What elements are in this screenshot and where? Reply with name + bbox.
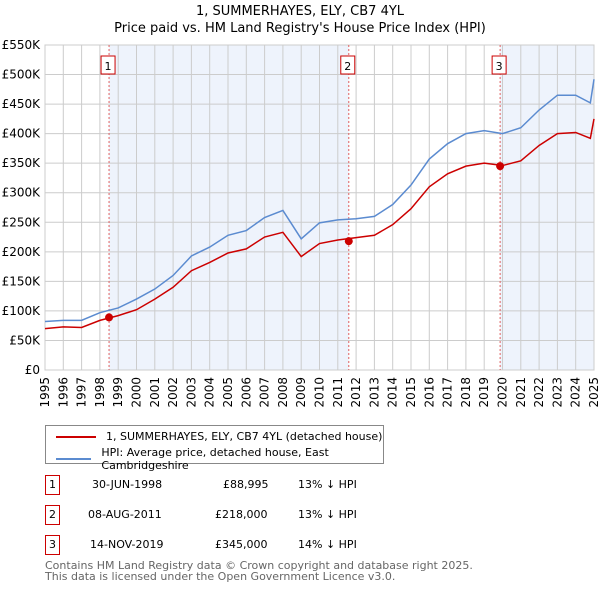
- sale-date: 08-AUG-2011: [88, 508, 162, 521]
- y-tick-label: £300K: [2, 186, 42, 200]
- x-tick-label: 2009: [294, 377, 308, 408]
- x-tick-label: 2011: [331, 377, 345, 408]
- x-tick-label: 2014: [386, 377, 400, 408]
- hpi-line: [44, 79, 595, 323]
- x-tick-label: 2021: [514, 377, 528, 408]
- shaded-period: [109, 45, 349, 370]
- y-tick-label: £550K: [2, 38, 42, 52]
- y-tick-label: £400K: [2, 127, 42, 141]
- sale-label-box: [340, 55, 356, 75]
- sale-point: [344, 237, 353, 246]
- sale-row-2: 2 08-AUG-2011 £218,000 13% ↓ HPI: [45, 505, 445, 525]
- x-tick-label: 1999: [111, 377, 125, 408]
- x-tick-label: 1995: [38, 377, 52, 408]
- plot-area: £0 £50K £100K £150K £200K £250K £300K £350K £400…: [2, 38, 600, 408]
- sale-marker-box: 2: [45, 505, 60, 525]
- x-tick-label: 2019: [477, 377, 491, 408]
- sale-marker-box: 3: [45, 535, 60, 555]
- legend-swatch-hpi: [56, 458, 92, 460]
- x-tick-label: 2006: [239, 377, 253, 408]
- property-price-line: [44, 118, 595, 330]
- x-tick-label: 2015: [404, 377, 418, 408]
- x-tick-label: 2005: [221, 377, 235, 408]
- x-tick-label: 2003: [184, 377, 198, 408]
- x-tick-label: 2025: [587, 377, 600, 408]
- sale-price: £218,000: [215, 508, 268, 521]
- y-tick-label: £0: [25, 363, 40, 377]
- sale-price: £88,995: [223, 478, 269, 491]
- chart-subtitle: Price paid vs. HM Land Registry's House …: [114, 21, 486, 36]
- footer-line: Contains HM Land Registry data © Crown c…: [45, 559, 473, 572]
- footer-line: This data is licensed under the Open Gov…: [45, 570, 396, 583]
- x-tick-label: 2024: [569, 377, 583, 408]
- x-tick-label: 1996: [56, 377, 70, 408]
- legend: 1, SUMMERHAYES, ELY, CB7 4YL (detached h…: [45, 425, 384, 472]
- y-tick-label: £150K: [2, 274, 42, 288]
- x-tick-label: 2002: [166, 377, 180, 408]
- x-tick-label: 2008: [276, 377, 290, 408]
- x-tick-label: 2020: [496, 377, 510, 408]
- chart-title: 1, SUMMERHAYES, ELY, CB7 4YL: [195, 4, 405, 19]
- footer: Contains HM Land Registry data © Crown c…: [45, 560, 473, 582]
- x-tick-label: 2016: [422, 377, 436, 408]
- x-tick-label: 2022: [532, 377, 546, 408]
- x-tick-label: 2013: [367, 377, 381, 408]
- y-tick-label: £200K: [2, 245, 42, 259]
- x-tick-label: 1997: [75, 377, 89, 408]
- x-tick-label: 2007: [258, 377, 272, 408]
- sale-label-box: [100, 55, 116, 75]
- x-tick-label: 2023: [550, 377, 564, 408]
- sale-hpi-diff: 13% ↓ HPI: [298, 478, 357, 491]
- sale-row-3: 3 14-NOV-2019 £345,000 14% ↓ HPI: [45, 535, 445, 555]
- x-tick-label: 2017: [441, 377, 455, 408]
- sale-hpi-diff: 14% ↓ HPI: [298, 538, 357, 551]
- x-tick-label: 1998: [93, 377, 107, 408]
- x-tick-label: 2018: [459, 377, 473, 408]
- sale-label: 1: [105, 60, 112, 73]
- x-tick-label: 2010: [313, 377, 327, 408]
- sale-price: £345,000: [215, 538, 268, 551]
- sale-point: [496, 162, 505, 171]
- x-tick-label: 2012: [349, 377, 363, 408]
- y-tick-label: £350K: [2, 156, 42, 170]
- sale-row-1: 1 30-JUN-1998 £88,995 13% ↓ HPI: [45, 475, 445, 495]
- x-tick-label: 2004: [203, 377, 217, 408]
- sale-hpi-diff: 13% ↓ HPI: [298, 508, 357, 521]
- sale-date: 30-JUN-1998: [92, 478, 163, 491]
- legend-label-hpi: HPI: Average price, detached house, East…: [101, 446, 329, 472]
- plot-border: [44, 44, 595, 371]
- sale-label: 2: [344, 60, 351, 73]
- sale-marker-box: 1: [45, 475, 60, 495]
- x-tick-label: 2000: [130, 377, 144, 408]
- sale-date: 14-NOV-2019: [90, 538, 164, 551]
- x-tick-label: 2001: [148, 377, 162, 408]
- legend-label-property: 1, SUMMERHAYES, ELY, CB7 4YL (detached h…: [106, 430, 383, 443]
- sale-label: 3: [496, 60, 503, 73]
- legend-swatch-property: [56, 435, 96, 438]
- sale-label-box: [491, 55, 507, 75]
- y-tick-label: £250K: [2, 215, 42, 229]
- y-tick-label: £50K: [9, 333, 41, 347]
- y-tick-label: £500K: [2, 68, 42, 82]
- sale-point: [105, 313, 114, 322]
- shaded-period: [500, 45, 594, 370]
- y-tick-label: £100K: [2, 304, 42, 318]
- y-tick-label: £450K: [2, 97, 42, 111]
